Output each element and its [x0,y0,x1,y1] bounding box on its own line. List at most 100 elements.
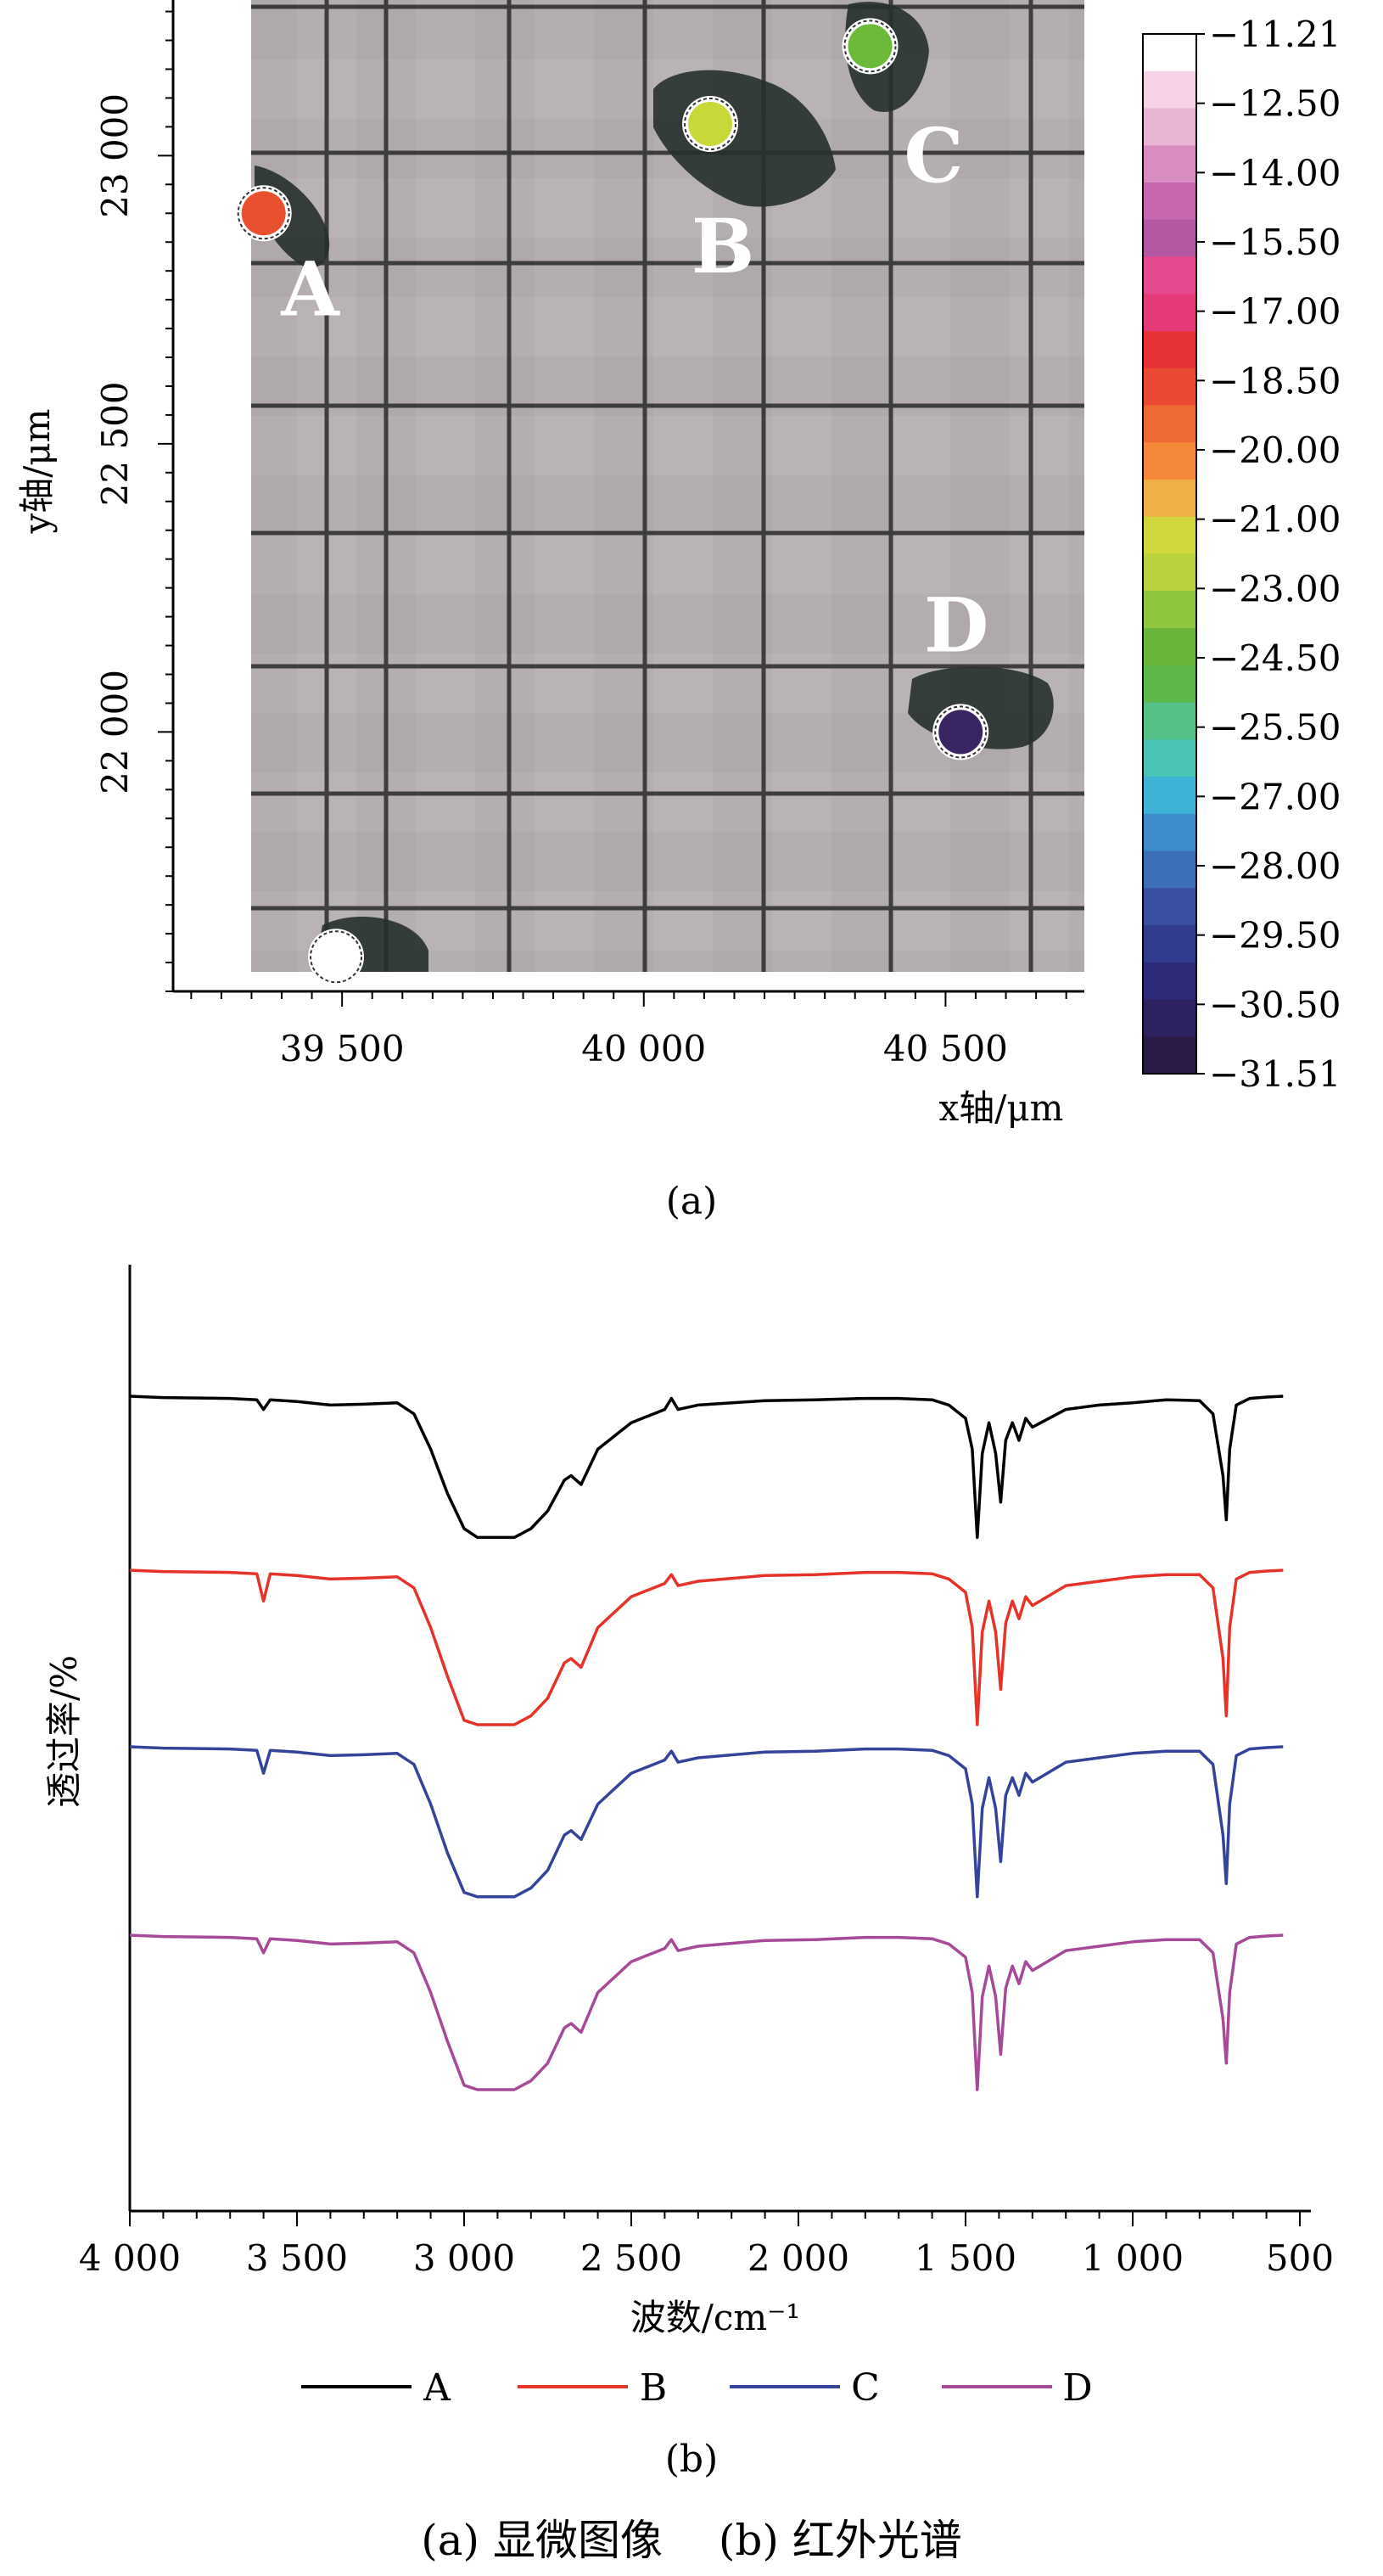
x-tick-label: 40 000 [581,1028,706,1069]
spectra-x-tick-label: 2 000 [747,2237,849,2279]
spectrum-points: A B C D [235,18,988,985]
spectra-x-tick-label: 4 000 [79,2237,181,2279]
spectrum-line-D [129,1933,1284,2091]
colorbar-tick-label: −28.00 [1209,845,1341,887]
spectrum-line-A [129,1395,1284,1540]
colorbar-segment [1143,888,1196,926]
colorbar: −11.21 −12.50 −14.00 −15.50 −17.00 −18.50 −20.… [1142,14,1341,1095]
point-outline [310,930,363,984]
legend-label-B: B [640,2366,667,2410]
point-outline [684,98,737,150]
micrograph-background [251,0,1084,972]
spectra-y-axis-label: 透过率/% [43,1655,85,1808]
colorbar-segment [1143,925,1196,963]
figure-caption: (a) 显微图像 (b) 红外光谱 [421,2516,962,2565]
colorbar-frame [1142,33,1197,1075]
micrograph-grid-lines [251,0,1084,972]
colorbar-tick-label: −25.50 [1209,707,1341,749]
colorbar-segment [1143,777,1196,815]
colorbar-tick-label: −21.00 [1209,499,1341,541]
colorbar-segment [1143,256,1196,295]
colorbar-tick-label: −11.21 [1209,14,1341,55]
point-label-A: A [281,244,341,333]
y-axis-label: y轴/μm [16,408,58,534]
point-outline [934,705,988,759]
colorbar-segment [1143,442,1196,480]
y-axis-ticks: 22 000 22 500 23 000 [94,10,173,992]
colorbar-tick-label: −31.51 [1209,1053,1341,1095]
colorbar-tick-label: −12.50 [1209,83,1341,125]
x-axis-ticks: 39 500 40 000 40 500 [190,991,1067,1069]
colorbar-segment [1143,331,1196,369]
spectra-x-tick-label: 1 500 [915,2237,1016,2279]
colorbar-segment [1143,145,1196,183]
colorbar-gradient [1143,34,1196,1075]
point-marker-D [938,710,983,755]
y-tick-label: 23 000 [94,93,136,218]
spectra-x-tick-label: 1 000 [1082,2237,1184,2279]
colorbar-tick-label: −29.50 [1209,915,1341,957]
colorbar-segment [1143,999,1196,1038]
colorbar-segment [1143,368,1196,407]
colorbar-tick-label: −24.50 [1209,637,1341,679]
point-outline [843,20,897,73]
panel-a-label: (a) [666,1180,718,1223]
point-marker-A [241,191,286,236]
colorbar-segment [1143,1036,1196,1075]
point-label-D: D [924,581,988,669]
spectra-x-tick-label: 2 500 [580,2237,682,2279]
colorbar-tick-label: −15.50 [1209,222,1341,263]
spectrum-line-B [129,1569,1284,1726]
x-tick-label: 40 500 [883,1028,1008,1069]
spectra-x-axis-ticks: 4 000 3 500 3 000 2 500 2 000 1 500 1 000 500 [79,2211,1334,2279]
colorbar-segment [1143,294,1196,332]
spectra-legend: A B C D [301,2366,1093,2410]
point-label-B: B [692,202,754,290]
point-label-C: C [904,111,963,199]
legend-label-C: C [851,2366,880,2410]
colorbar-segment [1143,405,1196,444]
colorbar-tick-labels: −11.21 −12.50 −14.00 −15.50 −17.00 −18.50 −20.… [1196,14,1341,1095]
panel-b-label: (b) [665,2438,719,2481]
colorbar-segment [1143,516,1196,555]
colorbar-tick-label: −23.00 [1209,568,1341,609]
point-marker-reference [314,934,359,979]
colorbar-segment [1143,108,1196,147]
y-tick-label: 22 500 [94,381,136,506]
x-axis-label: x轴/μm [939,1087,1064,1129]
colorbar-segment [1143,850,1196,890]
legend-label-A: A [423,2366,451,2410]
colorbar-segment [1143,553,1196,592]
y-tick-label: 22 000 [94,670,136,794]
x-tick-label: 39 500 [280,1028,405,1069]
spectrum-line-C [129,1745,1284,1899]
point-marker-B [688,102,733,146]
colorbar-segment [1143,813,1196,852]
panel-b-ir-spectra: 4 000 3 500 3 000 2 500 2 000 1 500 1 000 500 波… [43,1265,1334,2410]
colorbar-segment [1143,628,1196,666]
panel-a-micrograph: 39 500 40 000 40 500 22 000 22 500 23 000 x轴… [16,0,1084,1129]
point-marker-C [848,24,893,69]
point-outline [237,187,290,240]
colorbar-segment [1143,34,1196,72]
spectra-x-tick-label: 500 [1266,2237,1334,2279]
spectra-x-tick-label: 3 000 [413,2237,515,2279]
spectra-x-axis-label: 波数/cm⁻¹ [630,2297,801,2338]
colorbar-segment [1143,739,1196,777]
colorbar-segment [1143,480,1196,518]
colorbar-segment [1143,665,1196,704]
colorbar-segment [1143,702,1196,741]
colorbar-tick-label: −27.00 [1209,776,1341,817]
spectra-x-tick-label: 3 500 [246,2237,348,2279]
colorbar-tick-label: −20.00 [1209,429,1341,471]
legend-label-D: D [1062,2366,1092,2410]
colorbar-tick-label: −17.00 [1209,291,1341,333]
colorbar-segment [1143,182,1196,221]
colorbar-segment [1143,962,1196,1001]
micrograph-axes [171,0,1084,993]
colorbar-tick-label: −14.00 [1209,152,1341,194]
colorbar-tick-label: −30.50 [1209,984,1341,1025]
colorbar-segment [1143,70,1196,109]
spectra-series [129,1395,1284,2091]
